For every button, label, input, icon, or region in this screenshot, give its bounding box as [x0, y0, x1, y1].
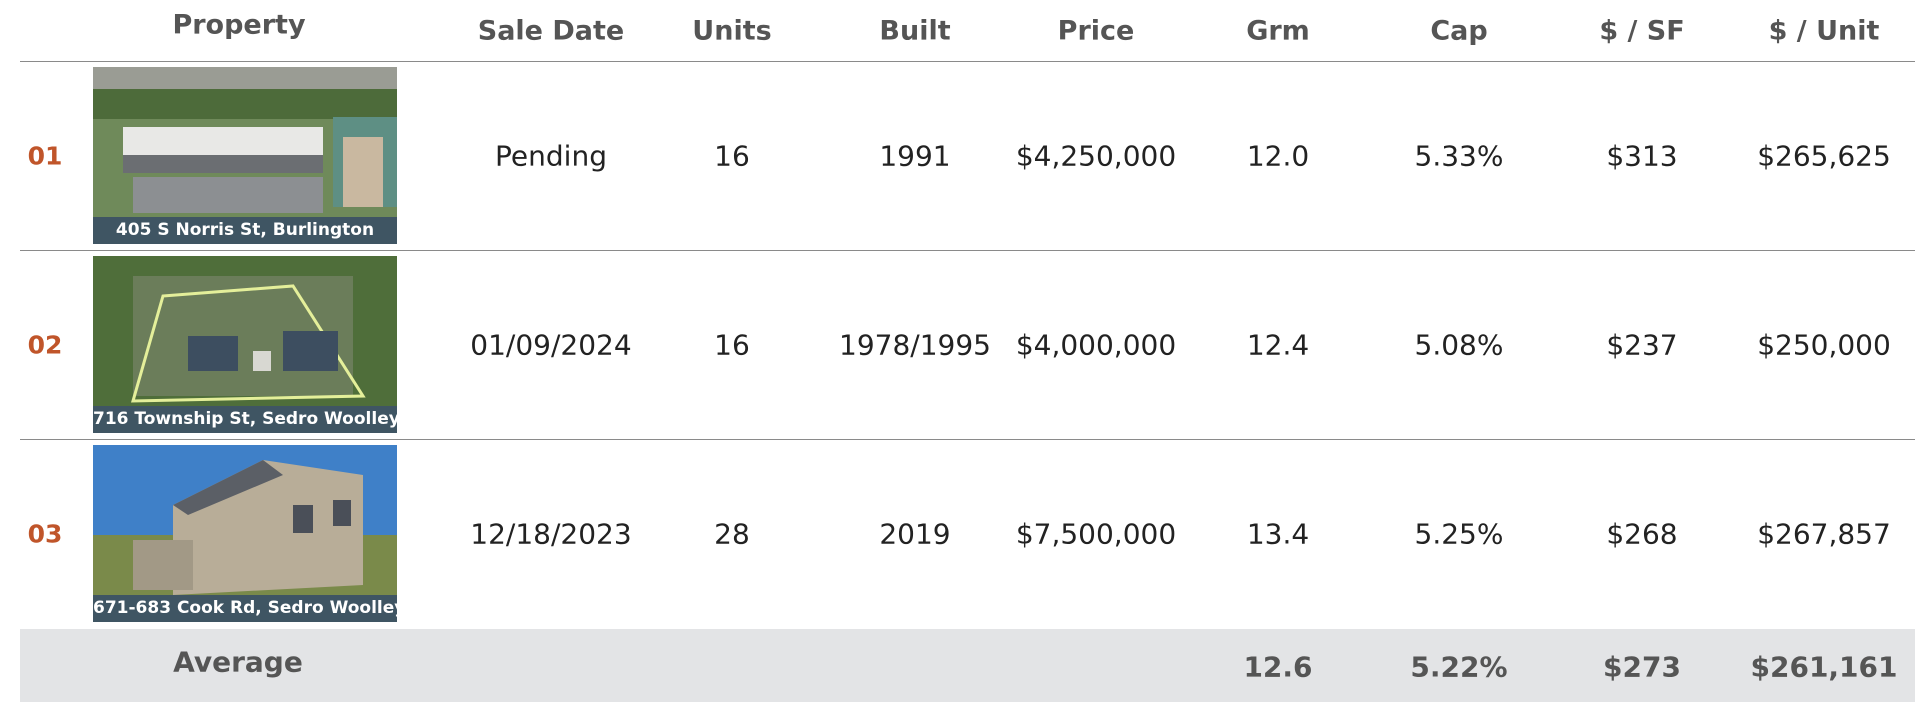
average-cell: $273	[1603, 651, 1681, 684]
row-number: 01	[28, 141, 63, 170]
table-cell: $7,500,000	[1016, 517, 1176, 550]
table-cell: 13.4	[1247, 517, 1309, 550]
average-cell: 5.22%	[1410, 651, 1507, 684]
table-cell: 5.33%	[1415, 139, 1504, 172]
page: {"table": { "columns": ["Property", "Sal…	[0, 0, 1923, 702]
table-cell: 2019	[879, 517, 950, 550]
average-cell: 12.6	[1243, 651, 1312, 684]
table-cell: $4,250,000	[1016, 139, 1176, 172]
table-cell: Pending	[495, 139, 607, 172]
average-label: Average	[173, 646, 303, 679]
row-number: 02	[28, 330, 63, 359]
property-photo: 716 Township St, Sedro Woolley	[93, 256, 397, 433]
table-cell: 1978/1995	[839, 328, 991, 361]
table-cell: 5.25%	[1415, 517, 1504, 550]
column-header: Grm	[1246, 16, 1310, 47]
photo-caption: 671-683 Cook Rd, Sedro Woolley	[93, 595, 397, 622]
row-rule	[20, 439, 1915, 440]
column-header: $ / Unit	[1769, 16, 1880, 47]
header-rule	[20, 61, 1915, 62]
table-cell: 01/09/2024	[470, 328, 631, 361]
table-cell: 1991	[879, 139, 950, 172]
table-cell: $313	[1606, 139, 1677, 172]
table-cell: 5.08%	[1415, 328, 1504, 361]
column-header: Price	[1058, 16, 1135, 47]
row-number: 03	[28, 519, 63, 548]
table-cell: $265,625	[1757, 139, 1891, 172]
column-header: Cap	[1430, 16, 1487, 47]
table-cell: $268	[1606, 517, 1677, 550]
table-cell: $4,000,000	[1016, 328, 1176, 361]
table-cell: 16	[714, 328, 750, 361]
table-cell: 12.4	[1247, 328, 1309, 361]
column-header: Property	[172, 10, 305, 41]
column-header: Sale Date	[478, 16, 624, 47]
average-cell: $261,161	[1750, 651, 1897, 684]
photo-caption: 716 Township St, Sedro Woolley	[93, 406, 397, 433]
table-cell: 12/18/2023	[470, 517, 631, 550]
property-photo: 405 S Norris St, Burlington	[93, 67, 397, 244]
column-header: $ / SF	[1599, 16, 1684, 47]
table-cell: 16	[714, 139, 750, 172]
table-cell: $250,000	[1757, 328, 1891, 361]
column-header: Built	[879, 16, 950, 47]
row-rule	[20, 250, 1915, 251]
table-cell: $267,857	[1757, 517, 1891, 550]
property-photo: 671-683 Cook Rd, Sedro Woolley	[93, 445, 397, 622]
photo-caption: 405 S Norris St, Burlington	[93, 217, 397, 244]
table-cell: 12.0	[1247, 139, 1309, 172]
table-cell: 28	[714, 517, 750, 550]
table-cell: $237	[1606, 328, 1677, 361]
column-header: Units	[692, 16, 771, 47]
